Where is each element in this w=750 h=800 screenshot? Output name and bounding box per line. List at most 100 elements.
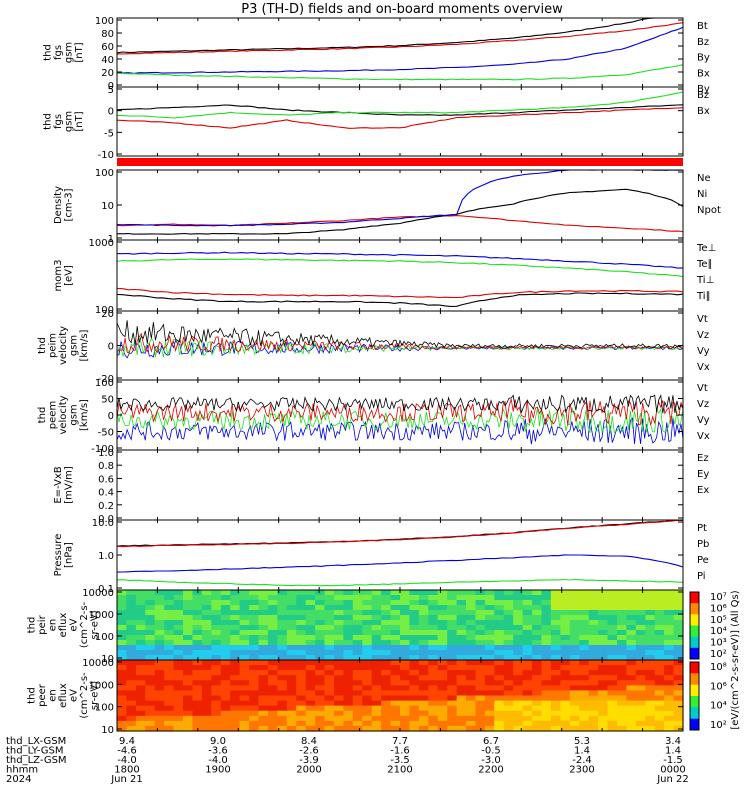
heatmap-cell <box>390 705 401 712</box>
heatmap-cell <box>617 690 627 697</box>
heatmap-cell <box>456 710 467 717</box>
heatmap-cell <box>588 680 599 686</box>
heatmap-cell <box>239 655 250 661</box>
heatmap-cell <box>352 645 363 651</box>
heatmap-cell <box>522 615 533 621</box>
heatmap-cell <box>673 635 684 641</box>
heatmap-cell <box>456 720 467 727</box>
heatmap-cell <box>249 700 260 707</box>
heatmap-cell <box>513 685 524 692</box>
heatmap-cell <box>588 725 599 732</box>
heatmap-cell <box>428 635 439 641</box>
heatmap-cell <box>258 660 269 666</box>
y-axis-label: gsm <box>69 404 80 425</box>
heatmap-cell <box>522 610 533 616</box>
y-tick-label: 0 <box>108 342 114 353</box>
heatmap-cell <box>532 590 543 596</box>
heatmap-cell <box>654 700 665 707</box>
heatmap-cell <box>173 650 184 656</box>
heatmap-cell <box>173 720 184 727</box>
heatmap-cell <box>475 595 486 601</box>
heatmap-cell <box>305 600 316 606</box>
colorbar-segment <box>690 614 699 626</box>
heatmap-cell <box>664 610 675 616</box>
heatmap-cell <box>626 630 637 636</box>
heatmap-cell <box>173 620 184 626</box>
heatmap-cell <box>409 635 420 641</box>
heatmap-cell <box>267 620 278 626</box>
heatmap-cell <box>484 665 495 671</box>
heatmap-cell <box>173 710 184 717</box>
heatmap-cell <box>230 710 241 717</box>
heatmap-cell <box>390 620 401 626</box>
heatmap-cell <box>579 675 590 681</box>
heatmap-cell <box>466 595 476 601</box>
heatmap-cell <box>513 620 524 626</box>
heatmap-cell <box>267 655 278 661</box>
heatmap-cell <box>249 600 260 606</box>
heatmap-cell <box>664 605 675 611</box>
heatmap-cell <box>286 695 297 702</box>
heatmap-cell <box>296 625 307 631</box>
heatmap-cell <box>286 685 297 692</box>
heatmap-cell <box>334 710 344 717</box>
heatmap-cell <box>230 625 241 631</box>
heatmap-cell <box>541 710 552 717</box>
heatmap-cell <box>607 650 618 656</box>
colorbar-segment <box>690 696 699 708</box>
y-axis-label: peim <box>48 333 59 358</box>
heatmap-cell <box>381 625 392 631</box>
heatmap-cell <box>475 695 486 702</box>
heatmap-cell <box>598 710 609 717</box>
heatmap-cell <box>164 715 175 722</box>
y-tick-label: 0.2 <box>98 501 114 512</box>
y-axis-label: [km/s] <box>79 399 90 431</box>
heatmap-cell <box>183 700 193 707</box>
heatmap-cell <box>315 700 326 707</box>
heatmap-cell <box>673 600 684 606</box>
heatmap-cell <box>494 720 505 727</box>
heatmap-cell <box>315 635 326 641</box>
heatmap-cell <box>173 670 184 676</box>
heatmap-cell <box>220 640 231 646</box>
heatmap-cell <box>579 680 590 686</box>
heatmap-cell <box>522 720 533 727</box>
heatmap-cell <box>598 715 609 722</box>
heatmap-cell <box>607 705 618 712</box>
heatmap-cell <box>598 680 609 686</box>
heatmap-cell <box>371 615 382 621</box>
heatmap-cell <box>447 710 458 717</box>
y-axis-label: eflux <box>58 613 69 638</box>
heatmap-cell <box>352 720 363 727</box>
heatmap-cell <box>239 630 250 636</box>
x-axis-value: Jun 22 <box>656 774 689 785</box>
heatmap-cell <box>654 705 665 712</box>
heatmap-cell <box>550 710 561 717</box>
heatmap-cell <box>249 705 260 712</box>
heatmap-cell <box>418 680 429 686</box>
heatmap-cell <box>305 660 316 666</box>
heatmap-cell <box>381 670 392 676</box>
heatmap-cell <box>362 720 373 727</box>
heatmap-cell <box>277 605 288 611</box>
heatmap-cell <box>230 690 241 697</box>
heatmap-cell <box>239 650 250 656</box>
heatmap-cell <box>635 710 646 717</box>
heatmap-cell <box>626 605 637 611</box>
heatmap-cell <box>607 655 618 661</box>
heatmap-cell <box>579 595 590 601</box>
heatmap-cell <box>192 615 203 621</box>
heatmap-cell <box>569 650 580 656</box>
heatmap-cell <box>315 665 326 671</box>
heatmap-cell <box>145 595 156 601</box>
y-tick-label: -20 <box>98 374 114 385</box>
heatmap-cell <box>503 660 514 666</box>
heatmap-cell <box>267 600 278 606</box>
y-tick-label: 100 <box>95 16 114 27</box>
heatmap-cell <box>484 705 495 712</box>
heatmap-cell <box>588 650 599 656</box>
heatmap-cell <box>494 715 505 722</box>
heatmap-cell <box>532 640 543 646</box>
heatmap-cell <box>635 620 646 626</box>
